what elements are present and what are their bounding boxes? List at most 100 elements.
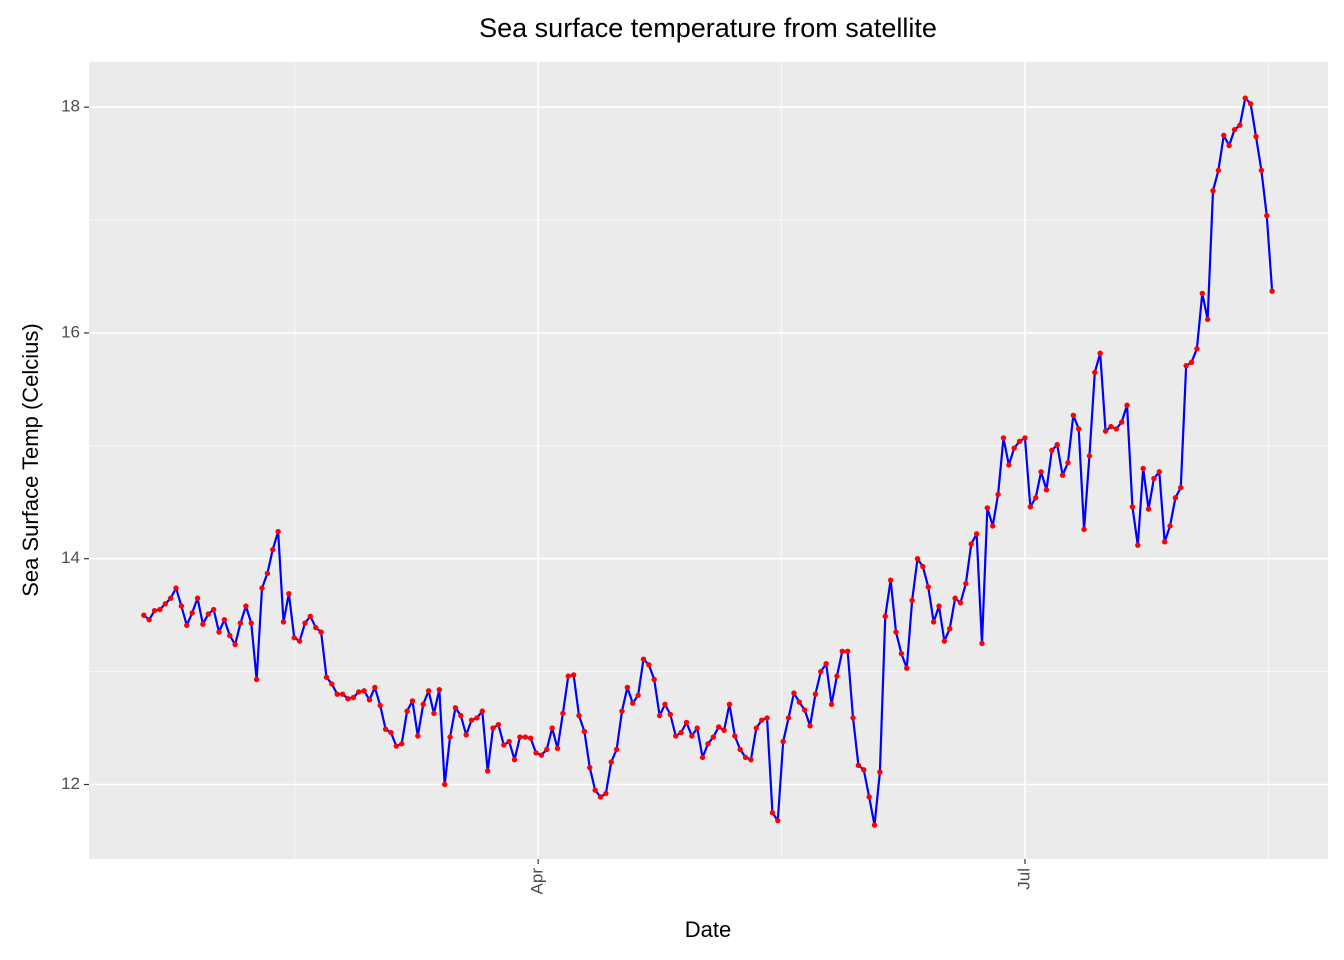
data-point <box>640 656 647 662</box>
data-point <box>775 817 781 824</box>
y-tick-label: 14 <box>61 548 80 567</box>
data-point <box>861 767 867 773</box>
data-point <box>1221 132 1227 139</box>
data-point <box>506 738 512 745</box>
data-point <box>237 620 244 626</box>
data-point <box>1258 167 1265 174</box>
data-point <box>296 638 303 644</box>
data-point <box>420 701 426 708</box>
data-point <box>673 733 679 739</box>
y-tick-label: 18 <box>61 97 80 116</box>
data-point <box>425 688 432 694</box>
data-point <box>968 541 974 547</box>
data-point <box>404 708 410 714</box>
data-point <box>963 580 969 587</box>
data-point <box>409 698 416 704</box>
data-point <box>651 676 657 683</box>
data-point <box>205 611 211 617</box>
data-point <box>656 712 663 719</box>
data-point <box>189 610 195 616</box>
data-point <box>372 684 378 691</box>
data-point <box>1065 460 1071 466</box>
data-point <box>329 681 335 687</box>
data-point <box>758 717 765 723</box>
data-point <box>941 638 948 644</box>
data-point <box>194 595 201 601</box>
data-point <box>823 661 829 667</box>
data-point <box>264 570 271 577</box>
data-point <box>173 585 179 591</box>
data-point <box>699 754 706 761</box>
data-point <box>151 607 158 614</box>
data-point <box>544 746 550 753</box>
data-point <box>291 635 297 641</box>
data-point <box>807 723 813 729</box>
data-point <box>678 729 684 736</box>
data-point <box>511 756 518 763</box>
data-point <box>624 684 631 691</box>
data-point <box>748 756 754 763</box>
data-point <box>554 745 561 752</box>
data-point <box>716 724 722 730</box>
data-point <box>334 691 340 697</box>
data-point <box>538 752 545 758</box>
data-point <box>801 707 808 713</box>
data-point <box>200 621 206 627</box>
data-point <box>1011 445 1017 451</box>
data-point <box>753 725 760 731</box>
data-point <box>356 689 362 695</box>
data-point <box>592 787 598 793</box>
data-point <box>259 585 265 591</box>
data-point <box>576 712 582 719</box>
data-point <box>463 732 469 738</box>
data-point <box>1269 288 1275 294</box>
data-point <box>1097 350 1103 356</box>
data-point <box>603 790 609 797</box>
data-point <box>914 556 921 562</box>
data-point <box>1237 122 1243 128</box>
data-point <box>167 595 174 601</box>
data-point <box>1092 369 1098 376</box>
data-point <box>366 697 373 703</box>
data-point <box>705 741 711 747</box>
data-point <box>533 750 539 756</box>
data-point <box>812 691 819 697</box>
data-point <box>947 626 953 632</box>
data-point <box>490 725 496 731</box>
data-point <box>597 794 604 800</box>
data-point <box>1049 447 1055 454</box>
data-point <box>393 743 400 749</box>
data-point <box>565 673 571 679</box>
data-point <box>1156 469 1162 475</box>
data-point <box>1108 423 1114 430</box>
data-point <box>662 701 668 708</box>
data-point <box>1161 539 1168 545</box>
data-point <box>1264 212 1270 219</box>
data-point <box>769 810 776 816</box>
data-point <box>990 523 996 529</box>
data-point <box>855 762 862 769</box>
x-tick-label: Jul <box>1014 868 1033 890</box>
data-point <box>1059 472 1066 478</box>
data-point <box>517 734 523 740</box>
data-point <box>710 734 717 740</box>
data-point <box>952 595 958 601</box>
data-point <box>834 673 840 679</box>
data-point <box>501 742 507 748</box>
data-point <box>613 746 620 753</box>
data-point <box>1070 412 1077 419</box>
data-point <box>431 710 437 717</box>
data-point <box>1247 101 1254 107</box>
data-point <box>646 662 652 668</box>
data-point <box>689 733 695 739</box>
data-point <box>1086 453 1093 459</box>
data-point <box>930 619 937 625</box>
data-point <box>350 694 357 701</box>
data-point <box>221 616 228 623</box>
data-point <box>581 728 588 735</box>
data-point <box>232 641 238 648</box>
data-point <box>1194 346 1200 352</box>
data-point <box>382 726 389 732</box>
x-axis-title: Date <box>685 917 731 942</box>
